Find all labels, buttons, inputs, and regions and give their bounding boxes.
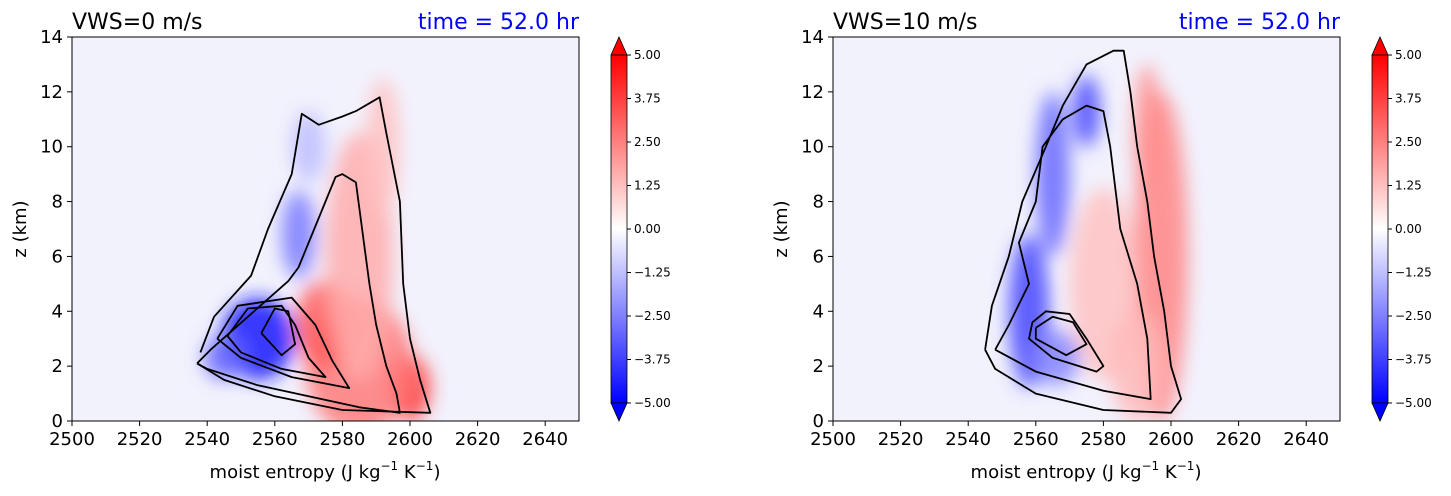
x-tick-label: 2520	[878, 429, 924, 450]
x-tick-label: 2640	[522, 429, 568, 450]
contour-line	[226, 304, 327, 379]
field-blob	[366, 78, 400, 216]
contour-line	[196, 96, 432, 414]
colorbar-tick-label: 3.75	[1395, 92, 1422, 106]
colorbar-tick-label: −1.25	[1395, 266, 1432, 280]
x-tick-label: 2580	[319, 429, 365, 450]
colorbar-tick-label: −2.50	[1395, 309, 1432, 323]
y-axis-label-left: z (km)	[10, 200, 31, 257]
y-tick-label: 12	[40, 82, 63, 103]
colorbar-left-extend-top	[610, 36, 628, 56]
contour-line	[216, 296, 351, 390]
x-axis-right: 2500 2520 2540 2560 2580 2600 2620 2640	[810, 421, 1329, 450]
x-tick-label: 2600	[387, 429, 433, 450]
y-tick-label: 2	[813, 356, 824, 377]
colorbar-tick-label: −5.00	[1395, 396, 1432, 410]
colorbar-right-ticks: 5.00 3.75 2.50 1.25 0.00 −1.25 −2.50 −3.75 −5.00	[1388, 48, 1432, 410]
x-tick-label: 2560	[1013, 429, 1059, 450]
colorbar-tick-label: −3.75	[634, 353, 671, 367]
colorbar-tick-label: −3.75	[1395, 353, 1432, 367]
x-axis-label-right: moist entropy (J kg−1 K−1)	[971, 459, 1202, 483]
y-tick-label: 12	[801, 82, 824, 103]
y-tick-label: 10	[801, 137, 824, 158]
axes-frame-right	[832, 36, 1341, 422]
y-tick-label: 6	[52, 246, 63, 267]
colorbar-tick-label: 0.00	[634, 222, 661, 236]
x-tick-label: 2580	[1080, 429, 1126, 450]
y-axis-label-right: z (km)	[771, 200, 792, 257]
field-blob	[203, 335, 245, 380]
contours-left	[196, 96, 432, 414]
y-tick-label: 14	[40, 27, 63, 48]
time-label-left: time = 52.0 hr	[418, 10, 580, 35]
colorbar-left-body	[610, 54, 628, 404]
colorbar-tick-label: −2.50	[634, 309, 671, 323]
field-blob	[1110, 311, 1165, 421]
contour-line	[1028, 310, 1105, 373]
colorbar-tick-label: 3.75	[634, 92, 661, 106]
x-tick-label: 2620	[1216, 429, 1262, 450]
field-blob	[1072, 75, 1101, 147]
y-tick-label: 8	[813, 192, 824, 213]
x-tick-label: 2600	[1148, 429, 1194, 450]
y-tick-label: 4	[52, 301, 63, 322]
field-left	[203, 78, 431, 421]
field-blob	[281, 190, 316, 279]
time-label-right: time = 52.0 hr	[1179, 10, 1341, 35]
x-tick-label: 2640	[1283, 429, 1329, 450]
contours-right	[984, 49, 1182, 414]
y-tick-label: 4	[813, 301, 824, 322]
panel-right: 2500 2520 2540 2560 2580 2600 2620 2640 0 2 4 6 8 10…	[771, 10, 1432, 483]
colorbar-tick-label: 5.00	[634, 48, 661, 62]
colorbar-tick-label: 2.50	[634, 135, 661, 149]
colorbar-left-ticks: 5.00 3.75 2.50 1.25 0.00 −1.25 −2.50 −3.75 −5.00	[627, 48, 671, 410]
y-tick-label: 10	[40, 137, 63, 158]
y-tick-label: 14	[801, 27, 824, 48]
contour-line	[984, 49, 1182, 414]
colorbar-left-extend-bottom	[610, 402, 628, 422]
colorbar-tick-label: 1.25	[1395, 179, 1422, 193]
x-tick-label: 2620	[455, 429, 501, 450]
colorbar-right-extend-bottom	[1371, 402, 1389, 422]
x-axis-label-left: moist entropy (J kg−1 K−1)	[210, 459, 441, 483]
contour-line	[260, 307, 297, 357]
x-tick-label: 2540	[945, 429, 991, 450]
chart-title-right: VWS=10 m/s	[833, 10, 978, 35]
chart-title-left: VWS=0 m/s	[72, 10, 203, 35]
x-tick-label: 2540	[184, 429, 230, 450]
colorbar-right-extend-top	[1371, 36, 1389, 56]
y-tick-label: 0	[813, 411, 824, 432]
axes-frame-left	[71, 36, 580, 422]
colorbar-tick-label: −5.00	[634, 396, 671, 410]
colorbar-tick-label: −1.25	[634, 266, 671, 280]
field-blob	[1035, 91, 1070, 257]
field-blob	[1133, 64, 1161, 202]
colorbar-right: 5.00 3.75 2.50 1.25 0.00 −1.25 −2.50 −3.75 −5.00	[1371, 36, 1432, 422]
colorbar-tick-label: 1.25	[634, 179, 661, 193]
y-tick-label: 6	[813, 246, 824, 267]
x-tick-label: 2560	[252, 429, 298, 450]
y-tick-label: 0	[52, 411, 63, 432]
x-tick-label: 2500	[810, 429, 856, 450]
colorbar-tick-label: 5.00	[1395, 48, 1422, 62]
x-tick-label: 2520	[117, 429, 163, 450]
contour-line	[994, 104, 1152, 401]
colorbar-left: 5.00 3.75 2.50 1.25 0.00 −1.25 −2.50 −3.75 −5.00	[610, 36, 671, 422]
y-axis-left: 0 2 4 6 8 10 12 14	[40, 27, 72, 432]
x-axis-left: 2500 2520 2540 2560 2580 2600 2620 2640	[49, 421, 568, 450]
y-tick-label: 2	[52, 356, 63, 377]
contour-line	[1034, 315, 1088, 357]
colorbar-tick-label: 2.50	[1395, 135, 1422, 149]
colorbar-tick-label: 0.00	[1395, 222, 1422, 236]
panel-left: 2500 2520 2540 2560 2580 2600 2620 2640 0 2 4 6 8 10…	[10, 10, 671, 483]
y-axis-right: 0 2 4 6 8 10 12 14	[801, 27, 833, 432]
contour-line	[196, 173, 401, 414]
x-tick-label: 2500	[49, 429, 95, 450]
y-tick-label: 8	[52, 192, 63, 213]
colorbar-right-body	[1371, 54, 1389, 404]
